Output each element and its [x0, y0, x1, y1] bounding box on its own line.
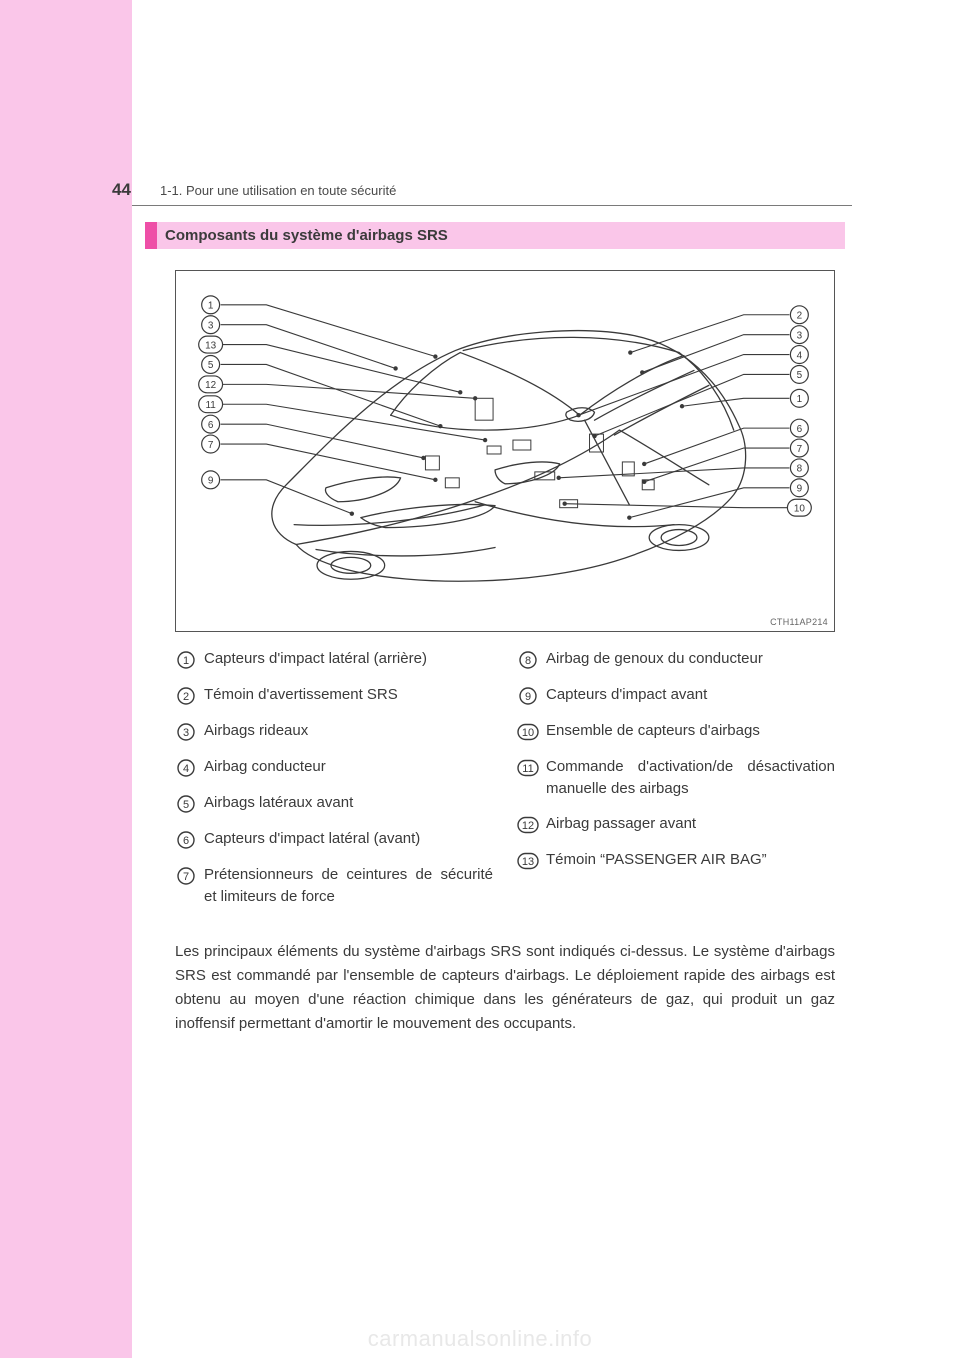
legend-number-icon: 6: [175, 829, 197, 851]
legend-number-icon: 12: [517, 814, 539, 836]
legend-item: 2 Témoin d'avertissement SRS: [175, 684, 493, 707]
legend-text: Airbags latéraux avant: [204, 792, 493, 814]
legend-item: 5 Airbags latéraux avant: [175, 792, 493, 815]
legend-text: Airbag de genoux du conducteur: [546, 648, 835, 670]
legend-number-icon: 11: [517, 757, 539, 779]
legend-col-right: 8 Airbag de genoux du conducteur 9 Capte…: [517, 648, 835, 921]
svg-text:1: 1: [183, 655, 189, 667]
legend-text: Capteurs d'impact avant: [546, 684, 835, 706]
svg-text:10: 10: [522, 727, 534, 739]
legend-item: 7 Prétensionneurs de ceintures de sécuri…: [175, 864, 493, 908]
legend-number-icon: 1: [175, 649, 197, 671]
svg-text:13: 13: [205, 340, 217, 351]
watermark: carmanualsonline.info: [0, 1326, 960, 1352]
legend-number-icon: 3: [175, 721, 197, 743]
diagram-svg: 13135121167923451678910: [176, 271, 834, 631]
legend-item: 8 Airbag de genoux du conducteur: [517, 648, 835, 671]
side-stripe: [0, 0, 132, 1358]
legend-text: Témoin d'avertissement SRS: [204, 684, 493, 706]
svg-text:9: 9: [208, 476, 214, 487]
legend-text: Capteurs d'impact latéral (arrière): [204, 648, 493, 670]
legend-number-icon: 8: [517, 649, 539, 671]
legend-number-icon: 4: [175, 757, 197, 779]
svg-text:4: 4: [797, 350, 803, 361]
svg-text:3: 3: [183, 727, 189, 739]
svg-text:10: 10: [794, 503, 806, 514]
svg-text:12: 12: [522, 820, 534, 832]
legend-item: 10 Ensemble de capteurs d'airbags: [517, 720, 835, 743]
legend-text: Airbag conducteur: [204, 756, 493, 778]
legend-item: 13 Témoin “PASSENGER AIR BAG”: [517, 849, 835, 872]
breadcrumb: 1-1. Pour une utilisation en toute sécur…: [160, 183, 396, 198]
legend-text: Airbags rideaux: [204, 720, 493, 742]
svg-text:5: 5: [797, 370, 803, 381]
svg-text:11: 11: [522, 763, 533, 775]
svg-text:6: 6: [208, 420, 214, 431]
legend-item: 12 Airbag passager avant: [517, 813, 835, 836]
svg-text:5: 5: [183, 799, 189, 811]
legend-col-left: 1 Capteurs d'impact latéral (arrière) 2 …: [175, 648, 493, 921]
legend-item: 9 Capteurs d'impact avant: [517, 684, 835, 707]
svg-text:4: 4: [183, 763, 189, 775]
legend-text: Airbag passager avant: [546, 813, 835, 835]
svg-text:2: 2: [797, 311, 803, 322]
section-tab: [145, 222, 157, 249]
legend-item: 11 Commande d'activation/de désactivatio…: [517, 756, 835, 800]
svg-text:7: 7: [208, 440, 214, 451]
svg-text:9: 9: [525, 691, 531, 703]
svg-text:12: 12: [205, 380, 217, 391]
svg-text:3: 3: [208, 320, 214, 331]
section-header: Composants du système d'airbags SRS: [145, 222, 845, 249]
header-rule: [132, 205, 852, 206]
body-paragraph: Les principaux éléments du système d'air…: [175, 940, 835, 1036]
svg-text:7: 7: [183, 871, 189, 883]
svg-text:2: 2: [183, 691, 189, 703]
section-title: Composants du système d'airbags SRS: [165, 227, 448, 244]
legend-number-icon: 13: [517, 850, 539, 872]
legend-text: Témoin “PASSENGER AIR BAG”: [546, 849, 835, 871]
airbag-diagram: 13135121167923451678910 CTH11AP214: [175, 270, 835, 632]
svg-text:7: 7: [797, 444, 803, 455]
legend-number-icon: 10: [517, 721, 539, 743]
svg-text:1: 1: [797, 394, 803, 405]
svg-text:11: 11: [205, 400, 216, 411]
legend-columns: 1 Capteurs d'impact latéral (arrière) 2 …: [175, 648, 835, 921]
svg-text:8: 8: [525, 655, 531, 667]
svg-text:6: 6: [797, 424, 803, 435]
svg-text:6: 6: [183, 835, 189, 847]
svg-text:3: 3: [797, 330, 803, 341]
svg-text:1: 1: [208, 301, 214, 312]
legend-item: 3 Airbags rideaux: [175, 720, 493, 743]
svg-text:8: 8: [797, 464, 803, 475]
legend-number-icon: 9: [517, 685, 539, 707]
legend-number-icon: 2: [175, 685, 197, 707]
legend-item: 1 Capteurs d'impact latéral (arrière): [175, 648, 493, 671]
legend-number-icon: 5: [175, 793, 197, 815]
legend-text: Prétensionneurs de ceintures de sécurité…: [204, 864, 493, 908]
svg-text:9: 9: [797, 484, 803, 495]
legend-text: Ensemble de capteurs d'airbags: [546, 720, 835, 742]
svg-text:13: 13: [522, 856, 534, 868]
page-number: 44: [112, 180, 131, 200]
svg-text:5: 5: [208, 360, 214, 371]
legend-item: 6 Capteurs d'impact latéral (avant): [175, 828, 493, 851]
legend-text: Capteurs d'impact latéral (avant): [204, 828, 493, 850]
legend-number-icon: 7: [175, 865, 197, 887]
legend-text: Commande d'activation/de désactivation m…: [546, 756, 835, 800]
diagram-code: CTH11AP214: [770, 617, 828, 627]
legend-item: 4 Airbag conducteur: [175, 756, 493, 779]
